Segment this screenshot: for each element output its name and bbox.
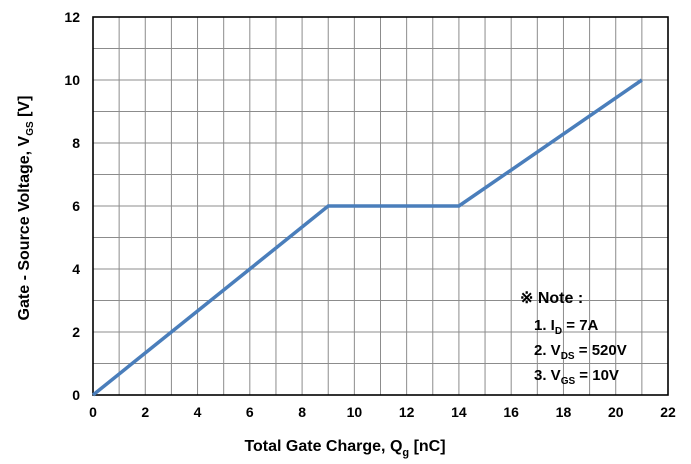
y-tick-label: 0	[72, 387, 80, 403]
note-item-3-suffix: = 10V	[575, 367, 619, 384]
series-layer	[91, 78, 643, 397]
y-tick-label: 4	[72, 261, 80, 277]
x-tick-label: 16	[503, 404, 519, 420]
note-item-1-suffix: = 7A	[562, 317, 598, 334]
y-tick-label: 8	[72, 135, 80, 151]
note-item-2-suffix: = 520V	[575, 342, 627, 359]
y-tick-labels: 0 2 4 6 8 10 12	[64, 9, 80, 403]
note-item-3: 3. VGS = 10V	[534, 367, 619, 387]
plot-frame	[92, 16, 669, 396]
x-axis-title-subscript: g	[402, 447, 409, 459]
note-item-2: 2. VDS = 520V	[534, 342, 627, 362]
y-axis-title: Gate - Source Voltage, VGS [V]	[16, 96, 36, 321]
note-item-1-subscript: D	[555, 326, 562, 337]
y-tick-label: 2	[72, 324, 80, 340]
note-item-2-prefix: 2. V	[534, 342, 561, 359]
x-tick-label: 4	[194, 404, 202, 420]
x-tick-label: 6	[246, 404, 254, 420]
note-item-3-subscript: GS	[561, 376, 576, 387]
x-axis-title-prefix: Total Gate Charge, Q	[244, 438, 402, 455]
y-axis-title-subscript: GS	[25, 121, 36, 136]
x-tick-label: 12	[399, 404, 415, 420]
y-axis-title-prefix: Gate - Source Voltage, V	[16, 135, 33, 320]
note-item-1-prefix: 1. I	[534, 317, 555, 334]
x-tick-label: 20	[608, 404, 624, 420]
series-line	[91, 78, 643, 397]
x-tick-label: 14	[451, 404, 467, 420]
x-axis-title: Total Gate Charge, Qg [nC]	[244, 438, 445, 459]
note-box: ※ Note : 1. ID = 7A 2. VDS = 520V 3. VGS…	[520, 290, 627, 387]
note-item-2-subscript: DS	[561, 351, 575, 362]
x-tick-label: 10	[347, 404, 363, 420]
x-tick-label: 18	[556, 404, 572, 420]
y-tick-label: 10	[64, 72, 80, 88]
x-axis-title-suffix: [nC]	[409, 438, 445, 455]
y-tick-label: 12	[64, 9, 80, 25]
x-tick-label: 2	[141, 404, 149, 420]
x-tick-label: 8	[298, 404, 306, 420]
note-item-1: 1. ID = 7A	[534, 317, 599, 337]
x-tick-label: 0	[89, 404, 97, 420]
x-tick-labels: 0 2 4 6 8 10 12 14 16 18 20 22	[89, 404, 676, 420]
note-title: ※ Note :	[520, 290, 583, 307]
y-axis-title-suffix: [V]	[16, 96, 33, 122]
note-item-3-prefix: 3. V	[534, 367, 561, 384]
y-tick-label: 6	[72, 198, 80, 214]
x-tick-label: 22	[660, 404, 676, 420]
